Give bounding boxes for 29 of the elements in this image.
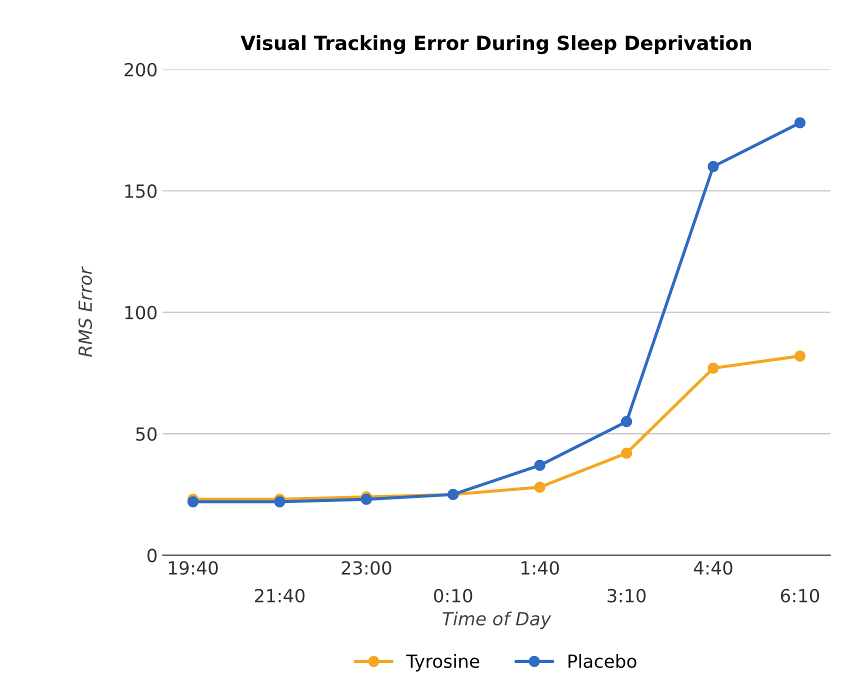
- y-tick-label: 200: [124, 62, 157, 77]
- point: [620, 448, 632, 459]
- legend-label: Tyrosine: [406, 654, 480, 672]
- point: [708, 161, 719, 172]
- point: [620, 416, 632, 428]
- point: [274, 496, 286, 508]
- y-tick-label: 50: [136, 427, 157, 441]
- point: [187, 496, 199, 508]
- x-axis-title: Time of Day: [442, 612, 552, 630]
- x-tick-label: 0:10: [434, 588, 472, 603]
- x-tick-label: 1:40: [522, 561, 559, 575]
- x-tick-label: 6:10: [780, 588, 820, 603]
- chart-title: Visual Tracking Error During Sleep Deprivation: [240, 35, 751, 54]
- legend-label: Placebo: [568, 654, 636, 668]
- x-tick-label: 3:10: [608, 588, 646, 603]
- y-tick-label: 100: [125, 306, 157, 320]
- point: [708, 362, 719, 374]
- y-tick-label: 0: [147, 548, 157, 562]
- x-tick-label: 21:40: [255, 588, 305, 603]
- x-tick-label: 4:40: [694, 561, 732, 575]
- point: [794, 350, 806, 362]
- x-tick-label: 19:40: [168, 561, 218, 575]
- y-axis-title: RMS Error: [78, 266, 92, 357]
- point: [794, 117, 806, 128]
- point: [360, 494, 372, 505]
- point: [534, 482, 546, 493]
- x-tick-label: 23:00: [342, 561, 392, 575]
- point: [534, 460, 546, 471]
- y-tick-label: 150: [125, 184, 157, 198]
